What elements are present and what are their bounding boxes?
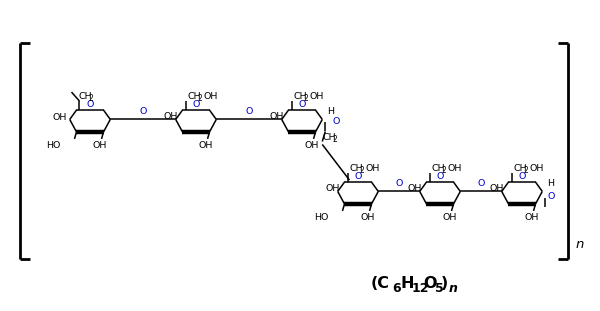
Text: ): )	[441, 276, 448, 290]
Text: OH: OH	[361, 213, 375, 222]
Text: O: O	[298, 100, 305, 109]
Text: OH: OH	[448, 164, 462, 173]
Text: OH: OH	[92, 142, 107, 151]
Text: OH: OH	[407, 184, 422, 193]
Text: OH: OH	[203, 91, 218, 100]
Text: O: O	[139, 107, 146, 116]
Text: OH: OH	[442, 213, 457, 222]
Text: OH: OH	[310, 91, 324, 100]
Text: HO: HO	[46, 142, 61, 151]
Text: H: H	[400, 276, 413, 290]
Text: 6: 6	[392, 281, 401, 295]
Text: O: O	[423, 276, 437, 290]
Text: OH: OH	[199, 142, 213, 151]
Text: 5: 5	[435, 281, 444, 295]
Text: O: O	[478, 179, 485, 188]
Text: OH: OH	[163, 112, 178, 121]
Text: O: O	[355, 172, 362, 181]
Text: CH: CH	[79, 91, 92, 100]
Text: 2: 2	[359, 165, 364, 174]
Text: O: O	[86, 100, 94, 109]
Text: 2: 2	[304, 94, 308, 103]
Text: 12: 12	[412, 281, 430, 295]
Text: n: n	[576, 239, 584, 252]
Text: CH: CH	[293, 91, 307, 100]
Text: O: O	[245, 107, 253, 116]
Text: 2: 2	[442, 165, 446, 174]
Text: 2: 2	[197, 94, 202, 103]
Text: O: O	[332, 117, 340, 126]
Text: n: n	[449, 281, 458, 295]
Text: CH: CH	[349, 164, 363, 173]
Text: OH: OH	[365, 164, 380, 173]
Text: OH: OH	[490, 184, 504, 193]
Text: 2: 2	[332, 135, 337, 144]
Text: H: H	[327, 107, 334, 116]
Text: OH: OH	[52, 113, 67, 122]
Text: O: O	[547, 192, 554, 201]
Text: OH: OH	[325, 184, 340, 193]
Text: H: H	[547, 179, 554, 188]
Text: HO: HO	[314, 213, 328, 222]
Text: O: O	[518, 172, 526, 181]
Text: 2: 2	[523, 165, 528, 174]
Text: OH: OH	[524, 213, 539, 222]
Text: O: O	[395, 179, 403, 188]
Text: OH: OH	[304, 142, 319, 151]
Text: CH: CH	[187, 91, 201, 100]
Text: 2: 2	[88, 94, 93, 103]
Text: OH: OH	[529, 164, 544, 173]
Text: CH: CH	[431, 164, 445, 173]
Text: O: O	[193, 100, 200, 109]
Text: OH: OH	[269, 112, 284, 121]
Text: O: O	[436, 172, 443, 181]
Text: CH: CH	[322, 133, 336, 142]
Text: CH: CH	[514, 164, 527, 173]
Text: (C: (C	[371, 276, 390, 290]
